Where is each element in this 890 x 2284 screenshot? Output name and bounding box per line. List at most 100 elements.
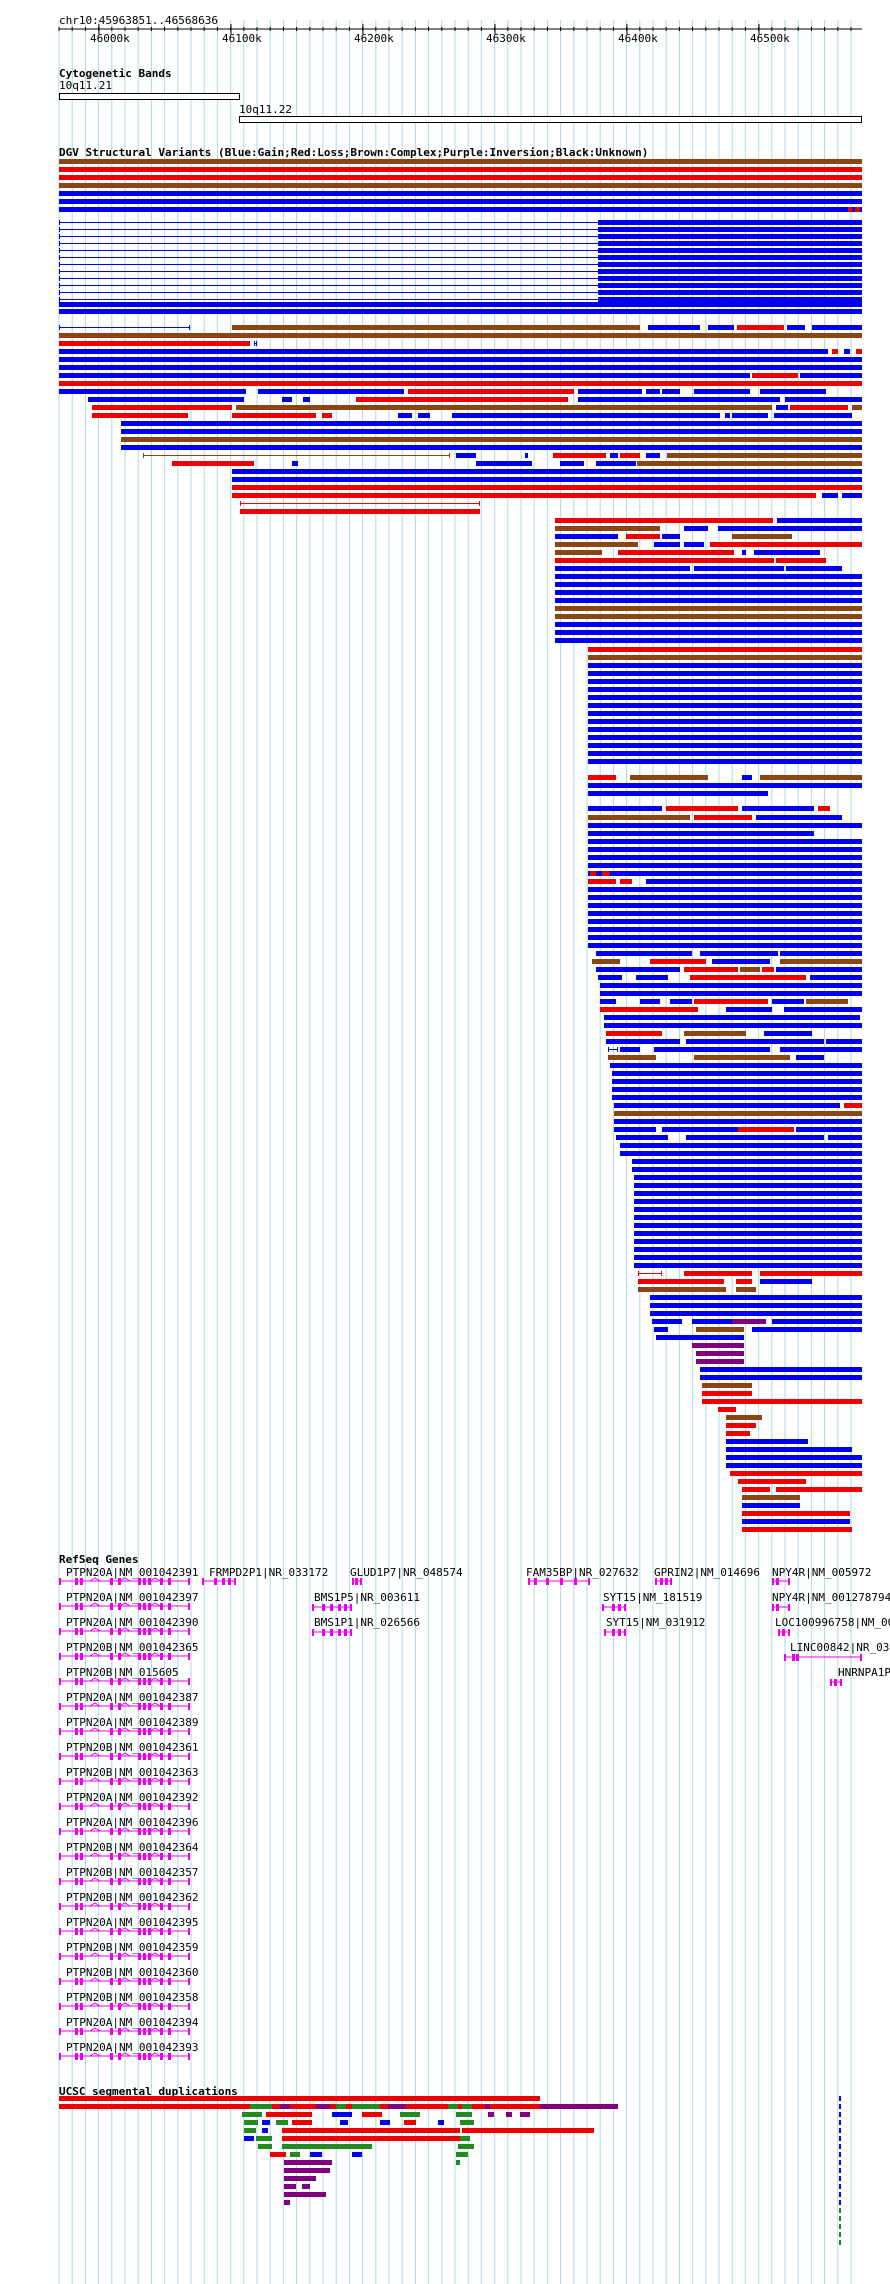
- gene-label[interactable]: PTPN20B|NM_001042365: [66, 1641, 199, 1654]
- sv-bar[interactable]: [742, 806, 814, 811]
- sv-bar[interactable]: [700, 1367, 862, 1372]
- sv-end-tick[interactable]: [598, 262, 599, 267]
- segdup-bar[interactable]: [310, 2152, 322, 2157]
- sv-bar[interactable]: [240, 509, 480, 514]
- segdup-bar[interactable]: [458, 2144, 474, 2149]
- gene-exon[interactable]: [160, 1753, 163, 1760]
- sv-bar[interactable]: [525, 453, 528, 458]
- gene-exon[interactable]: [344, 1604, 347, 1611]
- sv-end-tick[interactable]: [59, 234, 60, 239]
- gene-exon[interactable]: [143, 2053, 146, 2060]
- gene-exon[interactable]: [143, 2028, 146, 2035]
- segdup-bar[interactable]: [242, 2112, 262, 2117]
- gene-exon[interactable]: [228, 1578, 231, 1585]
- gene-exon[interactable]: [143, 1628, 146, 1635]
- sv-bar[interactable]: [232, 469, 862, 474]
- sv-bar[interactable]: [754, 550, 820, 555]
- sv-bar[interactable]: [634, 1231, 862, 1236]
- gene-intron-chevron[interactable]: [119, 1952, 131, 1957]
- gene-exon[interactable]: [110, 1578, 113, 1585]
- sv-bar[interactable]: [650, 1303, 862, 1308]
- gene-exon[interactable]: [110, 1878, 113, 1885]
- gene-exon[interactable]: [665, 1578, 668, 1585]
- sv-bar[interactable]: [806, 999, 848, 1004]
- sv-bar[interactable]: [588, 911, 862, 916]
- gene-label[interactable]: LINC00842|NR_033: [790, 1641, 890, 1654]
- gene-label[interactable]: HNRNPA1P7: [838, 1666, 890, 1679]
- gene-intron-chevron[interactable]: [149, 1902, 161, 1907]
- gene-intron-chevron[interactable]: [149, 1877, 161, 1882]
- segdup-bar[interactable]: [244, 2136, 254, 2141]
- gene-exon[interactable]: [75, 1703, 78, 1710]
- gene-exon[interactable]: [138, 1603, 141, 1610]
- sv-bar[interactable]: [602, 871, 610, 876]
- sv-end-tick[interactable]: [240, 501, 241, 506]
- sv-bar[interactable]: [408, 389, 574, 394]
- gene-label[interactable]: FRMPD2P1|NR_033172: [209, 1566, 329, 1579]
- gene-exon[interactable]: [143, 1728, 146, 1735]
- sv-bar[interactable]: [599, 297, 862, 302]
- sv-bar[interactable]: [692, 1343, 744, 1348]
- sv-bar[interactable]: [588, 831, 814, 836]
- gene-exon[interactable]: [148, 1853, 151, 1860]
- sv-bar[interactable]: [764, 1031, 812, 1036]
- gene-intron-chevron[interactable]: [119, 2052, 131, 2057]
- gene-label[interactable]: PTPN20A|NM_001042395: [66, 1916, 199, 1929]
- gene-exon[interactable]: [75, 2053, 78, 2060]
- gene-exon[interactable]: [80, 2003, 83, 2010]
- sv-bar[interactable]: [614, 1127, 656, 1132]
- gene-exon[interactable]: [148, 2028, 151, 2035]
- gene-exon[interactable]: [59, 1703, 61, 1710]
- sv-bar[interactable]: [702, 1383, 752, 1388]
- sv-bar[interactable]: [667, 453, 862, 458]
- gene-exon[interactable]: [188, 1728, 190, 1735]
- sv-end-tick[interactable]: [608, 1047, 609, 1052]
- sv-bar[interactable]: [604, 1023, 862, 1028]
- gene-exon[interactable]: [59, 1653, 61, 1660]
- sv-end-tick[interactable]: [638, 1271, 639, 1276]
- gene-exon[interactable]: [138, 1778, 141, 1785]
- segdup-bar[interactable]: [456, 2160, 460, 2165]
- sv-bar[interactable]: [59, 191, 862, 196]
- sv-bar[interactable]: [772, 999, 804, 1004]
- sv-bar[interactable]: [232, 493, 816, 498]
- gene-label[interactable]: BMS1P1|NR_026566: [314, 1616, 420, 1629]
- gene-exon[interactable]: [80, 2053, 83, 2060]
- gene-exon[interactable]: [118, 1728, 121, 1735]
- gene-exon[interactable]: [80, 1678, 83, 1685]
- segdup-bar[interactable]: [352, 2152, 362, 2157]
- sv-bar[interactable]: [646, 389, 660, 394]
- sv-bar[interactable]: [684, 1031, 746, 1036]
- segdup-bar[interactable]: [839, 2096, 841, 2101]
- sv-bar[interactable]: [787, 325, 805, 330]
- gene-label[interactable]: PTPN20A|NM_001042396: [66, 1816, 199, 1829]
- sv-bar[interactable]: [726, 1463, 862, 1468]
- sv-bar[interactable]: [598, 975, 622, 980]
- segdup-bar[interactable]: [839, 2136, 841, 2141]
- sv-bar[interactable]: [618, 550, 734, 555]
- gene-intron-chevron[interactable]: [149, 1577, 161, 1582]
- sv-bar[interactable]: [121, 445, 862, 450]
- gene-exon[interactable]: [792, 1654, 795, 1661]
- gene-exon[interactable]: [782, 1629, 785, 1636]
- sv-bar[interactable]: [232, 325, 640, 330]
- gene-exon[interactable]: [59, 1578, 61, 1585]
- sv-bar[interactable]: [630, 775, 708, 780]
- sv-end-tick[interactable]: [598, 297, 599, 302]
- gene-label[interactable]: PTPN20A|NM_001042387: [66, 1691, 199, 1704]
- sv-end-tick[interactable]: [189, 325, 190, 330]
- sv-bar[interactable]: [92, 405, 232, 410]
- sv-bar[interactable]: [599, 241, 862, 246]
- sv-end-tick[interactable]: [59, 227, 60, 232]
- segdup-bar[interactable]: [316, 2104, 330, 2109]
- sv-bar[interactable]: [452, 413, 720, 418]
- gene-exon[interactable]: [160, 1728, 163, 1735]
- sv-bar[interactable]: [634, 1239, 862, 1244]
- sv-bar[interactable]: [599, 262, 862, 267]
- gene-intron-chevron[interactable]: [149, 1777, 161, 1782]
- sv-bar[interactable]: [654, 1047, 770, 1052]
- gene-exon[interactable]: [138, 1703, 141, 1710]
- sv-bar[interactable]: [600, 1007, 698, 1012]
- gene-exon[interactable]: [168, 1953, 171, 1960]
